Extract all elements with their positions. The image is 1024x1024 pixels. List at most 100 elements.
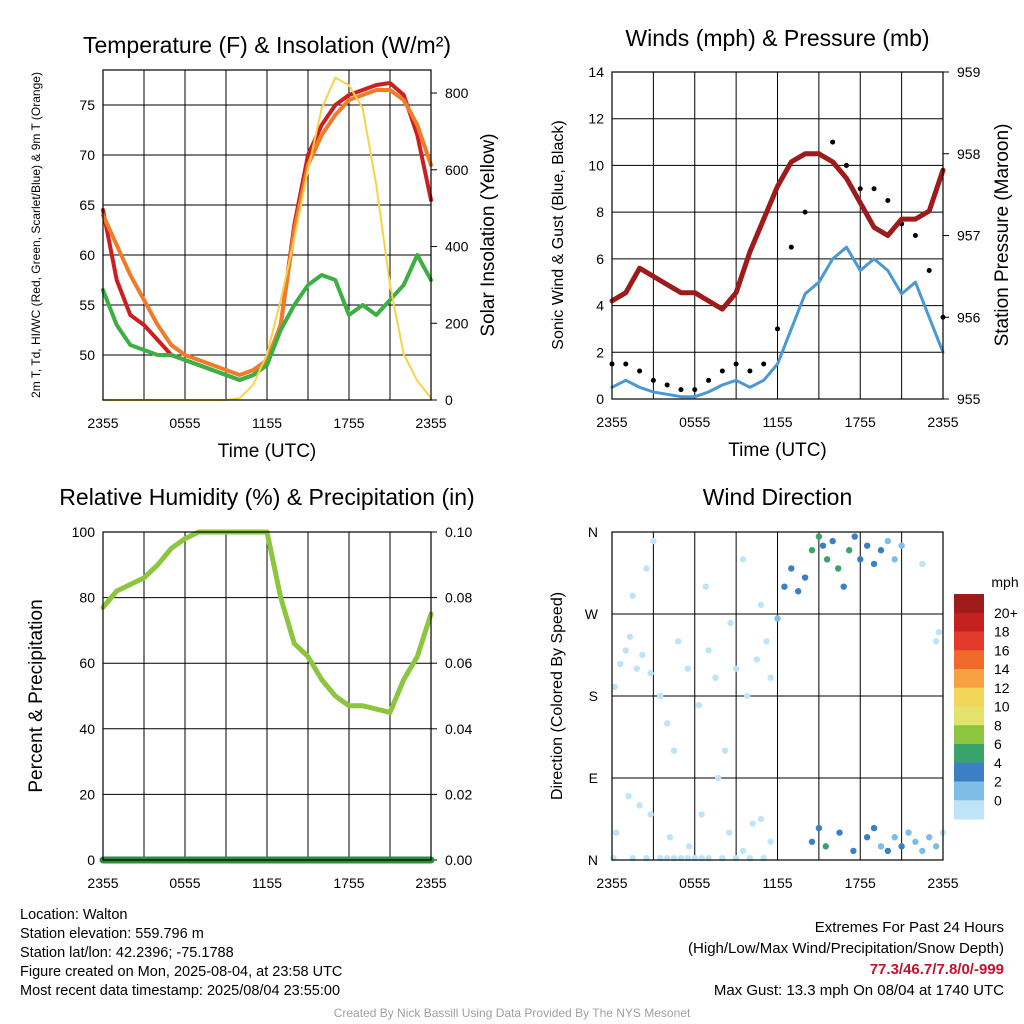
y-tick-label: S (589, 688, 598, 704)
x-tick-label: 2355 (87, 415, 118, 431)
x-tick-label: 0555 (169, 875, 200, 891)
direction-point (643, 565, 650, 572)
y2-tick-label: 956 (957, 309, 981, 325)
direction-point (702, 583, 709, 590)
gust-point (926, 268, 932, 274)
station-location: Location: Walton (20, 907, 128, 923)
x-tick-label: 1755 (845, 875, 876, 891)
direction-point (794, 588, 802, 595)
colorbar-swatch (954, 650, 984, 670)
colorbar-swatch (954, 744, 984, 764)
direction-point (932, 638, 940, 645)
x-tick-label: 2355 (596, 414, 627, 430)
y-tick-label: 40 (79, 721, 95, 737)
direction-point (840, 583, 847, 590)
y2-tick-label: 400 (445, 239, 469, 255)
x-tick-label: 2355 (927, 414, 958, 430)
y-tick-label: 4 (596, 298, 604, 314)
x-tick-label: 1755 (845, 414, 876, 430)
colorbar-label: 6 (994, 736, 1002, 752)
gust-point (650, 377, 656, 383)
y-tick-label: 50 (79, 347, 95, 363)
direction-point (870, 560, 878, 568)
y-tick-label: 100 (72, 524, 96, 540)
direction-point (695, 701, 703, 709)
direction-point (898, 843, 905, 850)
direction-point (625, 793, 632, 800)
x-tick-label: 2355 (927, 875, 958, 891)
chart-title: Wind Direction (703, 484, 853, 510)
y-axis-label: 2m T, Td, HI/WC (Red, Green, Scarlet/Blu… (29, 72, 43, 398)
chart-title: Winds (mph) & Pressure (mb) (625, 25, 929, 51)
gust-point (706, 377, 712, 383)
direction-point (829, 537, 836, 545)
colorbar-swatch (954, 800, 984, 820)
y2-tick-label: 0.08 (445, 590, 472, 606)
direction-point (870, 824, 878, 832)
gust-point (678, 387, 684, 393)
colorbar-label: 10 (994, 699, 1010, 715)
direction-point (823, 556, 831, 563)
colorbar-swatch (954, 762, 984, 782)
y2-tick-label: 800 (445, 85, 469, 101)
x-tick-label: 2355 (596, 875, 627, 891)
x-tick-label: 1755 (333, 875, 364, 891)
direction-point (834, 565, 842, 572)
plot-border (611, 71, 944, 400)
x-tick-label: 2355 (415, 875, 446, 891)
colorbar-swatch (954, 687, 984, 707)
direction-point (636, 802, 643, 809)
direction-point (757, 601, 765, 609)
direction-point (850, 847, 857, 855)
direction-point (705, 647, 712, 654)
y-tick-label: N (588, 852, 598, 868)
direction-point (657, 692, 664, 700)
direction-point (808, 547, 816, 554)
direction-point (767, 838, 774, 845)
y2-axis-label: Station Pressure (Maroon) (992, 124, 1013, 347)
y2-tick-label: 955 (957, 391, 981, 407)
x-tick-label: 1155 (762, 414, 792, 430)
y-axis-label: Sonic Wind & Gust (Blue, Black) (550, 120, 567, 349)
extremes-values: 77.3/46.7/7.8/0/-999 (869, 961, 1004, 978)
extremes-subtitle: (High/Low/Max Wind/Precipitation/Snow De… (688, 940, 1004, 957)
direction-point (919, 847, 926, 855)
recent-timestamp: Most recent data timestamp: 2025/08/04 2… (20, 983, 341, 999)
direction-point (912, 838, 919, 845)
y-axis-label: Percent & Precipitation (26, 599, 47, 792)
direction-point (891, 556, 898, 563)
gust-point (637, 368, 643, 374)
direction-point (753, 656, 761, 663)
direction-point (739, 556, 747, 563)
direction-point (622, 647, 629, 654)
y-tick-label: 0 (596, 391, 604, 407)
x-tick-label: 2355 (87, 875, 118, 891)
gust-point (775, 326, 780, 332)
direction-point (781, 583, 788, 590)
colorbar-label: 14 (994, 661, 1010, 677)
gust-point (664, 382, 670, 388)
y2-tick-label: 0.10 (445, 524, 472, 540)
max-gust: Max Gust: 13.3 mph On 08/04 at 1740 UTC (713, 982, 1004, 999)
x-tick-label: 1155 (252, 875, 282, 891)
plot-border (102, 531, 432, 861)
direction-point (743, 692, 751, 700)
direction-point (926, 834, 933, 841)
direction-point (732, 665, 740, 672)
colorbar-swatch (954, 669, 984, 689)
x-axis-label: Time (UTC) (728, 440, 827, 461)
direction-point (863, 834, 871, 841)
x-tick-label: 1155 (252, 415, 282, 431)
gust-point (719, 368, 725, 374)
colorbar-label: 2 (994, 774, 1002, 790)
gust-point (747, 368, 753, 374)
colorbar-label: 12 (994, 680, 1010, 696)
direction-point (647, 670, 654, 677)
gust-point (692, 387, 698, 393)
y-tick-label: 14 (588, 64, 604, 80)
colorbar-swatch (954, 612, 984, 632)
y-tick-label: 20 (79, 786, 95, 802)
y-axis-label: Direction (Colored By Speed) (549, 592, 566, 800)
y-tick-label: E (589, 770, 598, 786)
